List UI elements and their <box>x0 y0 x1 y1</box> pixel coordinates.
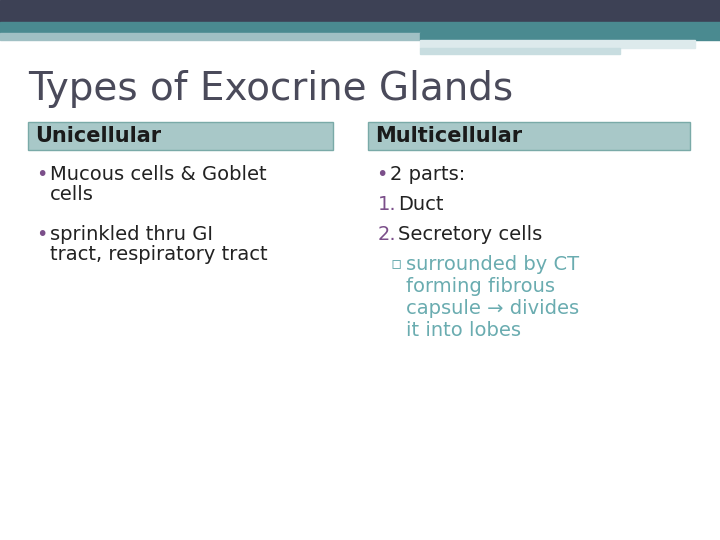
Text: •: • <box>36 225 48 244</box>
Bar <box>0 0 720 22</box>
Text: ▫: ▫ <box>390 255 401 273</box>
Text: •: • <box>376 165 387 184</box>
Bar <box>368 122 690 150</box>
Bar <box>420 48 620 54</box>
Text: Secretory cells: Secretory cells <box>398 225 542 244</box>
Text: tract, respiratory tract: tract, respiratory tract <box>50 245 268 264</box>
Text: Types of Exocrine Glands: Types of Exocrine Glands <box>28 70 513 108</box>
Bar <box>28 122 333 150</box>
Text: Duct: Duct <box>398 195 444 214</box>
Text: Unicellular: Unicellular <box>35 126 161 146</box>
Text: 1.: 1. <box>378 195 397 214</box>
Text: •: • <box>36 165 48 184</box>
Text: sprinkled thru GI: sprinkled thru GI <box>50 225 213 244</box>
Text: cells: cells <box>50 185 94 204</box>
Text: Multicellular: Multicellular <box>375 126 522 146</box>
Text: Mucous cells & Goblet: Mucous cells & Goblet <box>50 165 266 184</box>
Text: it into lobes: it into lobes <box>406 321 521 340</box>
Text: 2 parts:: 2 parts: <box>390 165 465 184</box>
Text: forming fibrous: forming fibrous <box>406 277 555 296</box>
Text: 2.: 2. <box>378 225 397 244</box>
Bar <box>420 33 720 40</box>
Text: surrounded by CT: surrounded by CT <box>406 255 579 274</box>
Bar <box>0 33 420 40</box>
Bar <box>420 40 695 48</box>
Text: capsule → divides: capsule → divides <box>406 299 579 318</box>
Bar <box>0 22 720 33</box>
